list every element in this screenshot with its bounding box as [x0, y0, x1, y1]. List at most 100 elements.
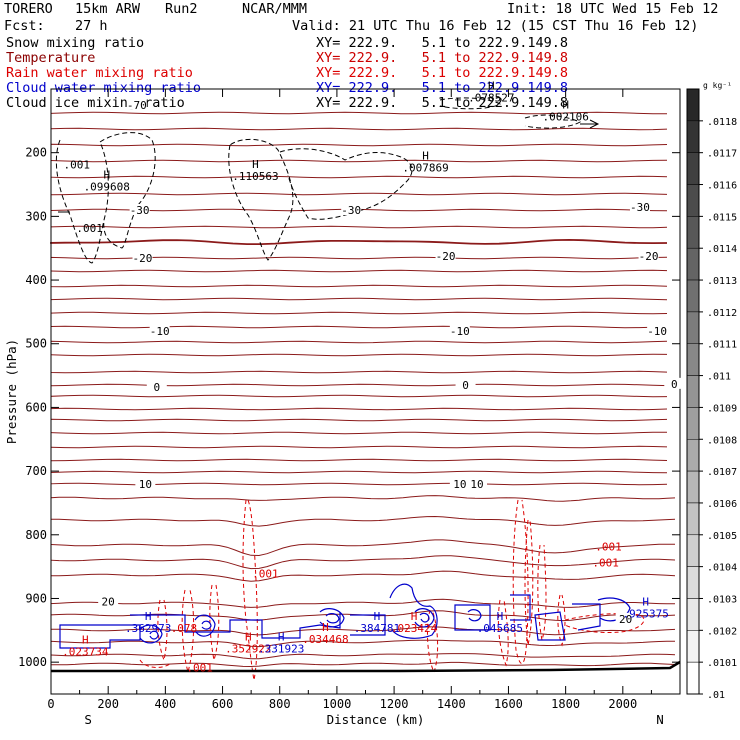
isotherm-line [50, 284, 668, 288]
temp-label-bg [341, 204, 362, 215]
isotherm-line [50, 353, 668, 357]
isotherm-line [50, 470, 668, 474]
colorbar-segment [686, 630, 700, 663]
cloud-water-contour [149, 630, 159, 640]
colorbar-segment [686, 407, 700, 440]
colorbar-frame [686, 88, 700, 695]
colorbar-segment [686, 184, 700, 217]
colorbar-segment [686, 120, 700, 153]
isotherm-line [50, 458, 668, 462]
isotherm-line [50, 111, 667, 115]
colorbar-segment [686, 566, 700, 599]
colorbar-segment [686, 598, 700, 631]
isotherm-line [50, 143, 668, 147]
legend-cloud-ice-xy: XY= 222.9. 5.1 to 222.9.149.8 [316, 95, 568, 111]
isotherm-line [50, 407, 668, 411]
isotherm-line [50, 238, 668, 245]
isotherm-line [50, 340, 668, 344]
header-model: TORERO [4, 1, 53, 17]
isotherm-line [50, 394, 668, 398]
isotherm-line [50, 445, 668, 449]
maximum-value: .110563 [232, 170, 278, 183]
cloud-water-contour [454, 604, 491, 631]
isotherm-line [50, 269, 668, 273]
maximum-mark: H [82, 634, 89, 647]
colorbar-segment [686, 661, 700, 695]
maximum-value: .001 [63, 158, 90, 171]
legend-cloud-water: Cloud water mixing ratio [6, 80, 202, 96]
colorbar-tick-label: .0102 [707, 626, 737, 637]
maximum-value: .001 [186, 662, 213, 675]
header-init: Init: 18 UTC Wed 15 Feb 12 [507, 1, 719, 17]
rain-contour [524, 519, 534, 646]
isotherm-line [50, 418, 668, 422]
isotherm-line [50, 325, 668, 329]
colorbar-segment [686, 311, 700, 344]
snow-contour [439, 97, 501, 110]
cloud-water-contour [572, 603, 601, 631]
legend-snow-xy: XY= 222.9. 5.1 to 222.9.149.8 [316, 35, 568, 51]
maximum-value: .001 [592, 556, 619, 569]
colorbar-tick-label: .0106 [707, 499, 737, 510]
colorbar-tick-label: .0116 [707, 181, 737, 192]
snow-arrow [580, 119, 600, 129]
maximum-value: .078527 [468, 92, 514, 105]
cloud-water-contour [389, 583, 438, 639]
y-tick-label: 600 [25, 400, 47, 414]
temperature-label: -20 [639, 250, 659, 263]
temperature-label: -20 [436, 250, 456, 263]
temp-label-bg [615, 612, 636, 624]
rain-contours [139, 499, 645, 681]
x-tick-label: 1800 [551, 697, 580, 711]
colorbar-tick-label: .01 [707, 690, 725, 701]
temperature-label: 10 [470, 478, 483, 491]
colorbar-tick-label: .0113 [707, 276, 737, 287]
temperature-label: -10 [647, 325, 667, 338]
x-tick-label: 1200 [380, 697, 409, 711]
colorbar-segment [686, 439, 700, 472]
cloud-water-contour [350, 614, 386, 636]
temp-label-bg [449, 325, 470, 336]
cloud-water-contour [467, 609, 482, 622]
cloud-water-contour [59, 624, 141, 649]
cloud-water-contour [510, 594, 531, 621]
temperature-label: -10 [150, 325, 170, 338]
cloud-water-contour [130, 612, 341, 639]
axes: 0 200 400 600 800 1000 1200 1400 1600 1800 2000200… [4, 88, 681, 727]
temperature-label: -70 [127, 99, 147, 112]
isotherm-line [50, 370, 668, 374]
rain-contour [564, 613, 645, 633]
x-tick-label: 400 [155, 697, 177, 711]
isotherm-line [50, 311, 668, 315]
temperature-label: 20 [619, 613, 632, 626]
y-tick-label: 1000 [18, 655, 47, 669]
colorbar-tick-label: .0118 [707, 117, 737, 128]
maximum-value: .362973 [125, 622, 171, 635]
maximum-mark: H [562, 99, 569, 112]
maximum-mark: H [252, 158, 259, 171]
isotherm-line [50, 539, 676, 557]
rain-contour [537, 544, 547, 641]
y-tick-label: 300 [25, 209, 47, 223]
snow-contour [228, 138, 294, 261]
colorbar-segment [686, 247, 700, 281]
isotherm-line [50, 661, 676, 668]
maximum-mark: H [411, 610, 418, 623]
temp-label-bg [647, 325, 668, 336]
maximum-value: .007869 [402, 162, 448, 175]
y-tick-label: 400 [25, 273, 47, 287]
x-tick-label: 1000 [322, 697, 351, 711]
maximum-value: .078 [171, 622, 198, 635]
snow-contours [55, 97, 600, 264]
header-valid: Valid: 21 UTC Thu 16 Feb 12 (15 CST Thu … [292, 18, 699, 34]
colorbar-tick-label: .0107 [707, 467, 737, 478]
cloud-water-contour [534, 611, 566, 641]
maximum-value: .001 [595, 541, 622, 554]
legend-temperature-xy: XY= 222.9. 5.1 to 222.9.149.8 [316, 50, 568, 66]
isotherm-line [50, 225, 668, 229]
colorbar: .0118 .0117 .0116 .0115 .0114 .0113 .0112 .0111… [686, 81, 737, 701]
colorbar-segment [686, 152, 700, 185]
colorbar-tick-label: .0103 [707, 594, 737, 605]
isotherm-line [50, 653, 676, 660]
temperature-label: 20 [102, 596, 115, 609]
